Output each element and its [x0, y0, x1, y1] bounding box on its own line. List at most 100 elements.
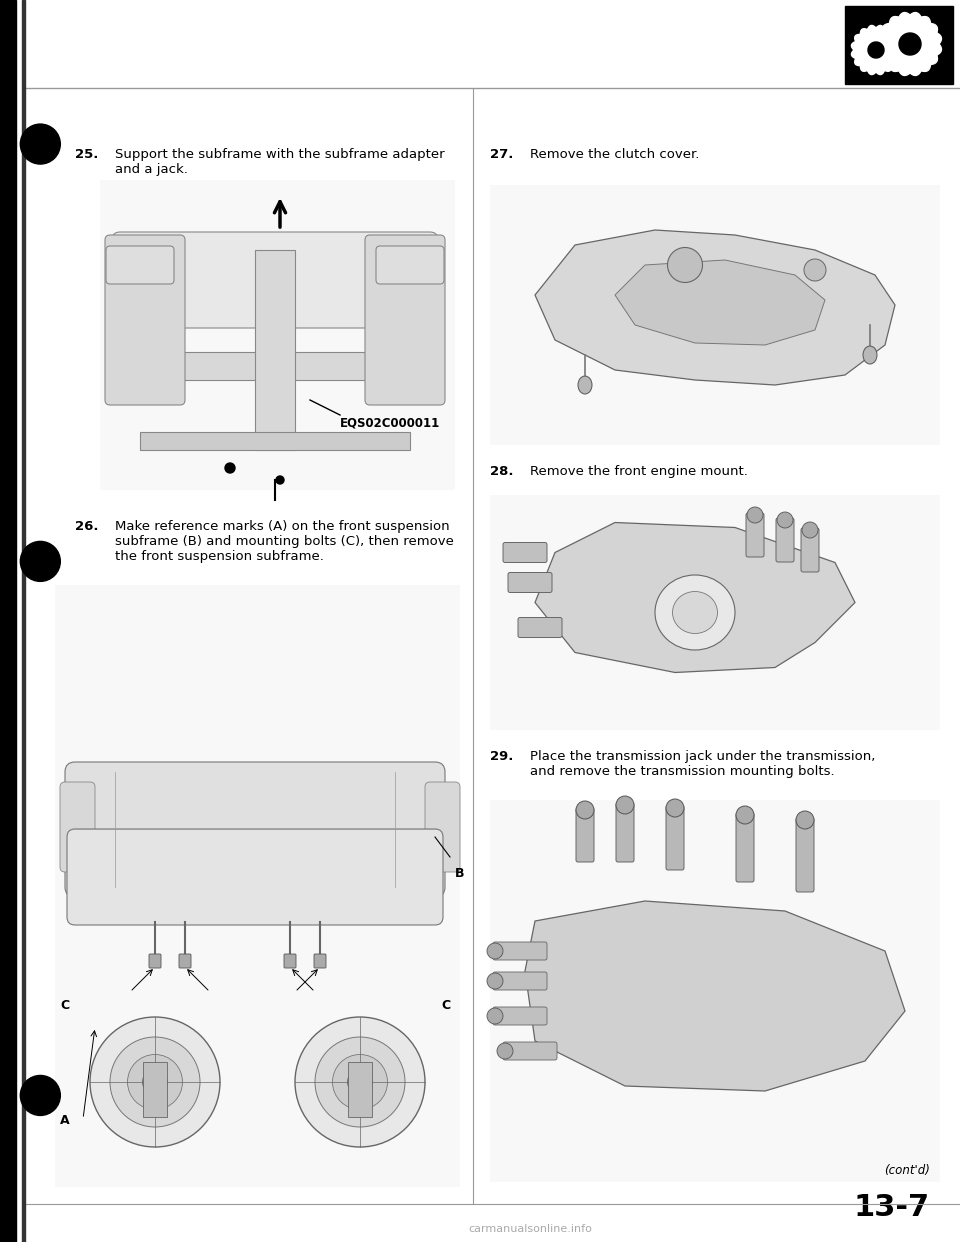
Bar: [255, 250, 295, 450]
Text: 29.: 29.: [490, 750, 514, 763]
Bar: [22, 0, 25, 1242]
Bar: [490, 496, 940, 730]
Ellipse shape: [673, 591, 717, 633]
FancyBboxPatch shape: [105, 235, 185, 405]
FancyBboxPatch shape: [65, 763, 445, 897]
Ellipse shape: [667, 247, 703, 282]
Ellipse shape: [110, 1037, 200, 1126]
Bar: [85, 891, 425, 912]
Ellipse shape: [616, 796, 634, 814]
Polygon shape: [615, 260, 825, 345]
Polygon shape: [858, 32, 894, 68]
Ellipse shape: [863, 347, 877, 364]
Ellipse shape: [487, 1009, 503, 1023]
Text: B: B: [455, 867, 465, 881]
FancyBboxPatch shape: [796, 818, 814, 892]
Ellipse shape: [497, 1043, 513, 1059]
FancyBboxPatch shape: [503, 543, 547, 563]
Ellipse shape: [332, 1054, 388, 1109]
FancyBboxPatch shape: [576, 809, 594, 862]
Ellipse shape: [747, 507, 763, 523]
Text: C: C: [60, 999, 69, 1012]
Ellipse shape: [142, 1069, 167, 1094]
Circle shape: [276, 476, 284, 484]
FancyBboxPatch shape: [284, 954, 296, 968]
FancyBboxPatch shape: [314, 954, 326, 968]
FancyBboxPatch shape: [60, 782, 95, 872]
Ellipse shape: [487, 943, 503, 959]
FancyBboxPatch shape: [736, 814, 754, 882]
Ellipse shape: [295, 1017, 425, 1148]
Text: 27.: 27.: [490, 148, 514, 161]
FancyBboxPatch shape: [149, 954, 161, 968]
FancyBboxPatch shape: [776, 518, 794, 561]
Bar: [140, 432, 410, 450]
Text: 13-7: 13-7: [853, 1194, 930, 1222]
Polygon shape: [878, 12, 942, 76]
Ellipse shape: [348, 1069, 372, 1094]
Ellipse shape: [666, 799, 684, 817]
Text: 26.: 26.: [75, 520, 99, 533]
Bar: [110, 351, 440, 380]
Ellipse shape: [315, 1037, 405, 1126]
Text: Remove the clutch cover.: Remove the clutch cover.: [530, 148, 700, 161]
FancyBboxPatch shape: [616, 804, 634, 862]
Circle shape: [20, 1076, 60, 1115]
Polygon shape: [852, 25, 900, 75]
Polygon shape: [885, 19, 935, 70]
FancyBboxPatch shape: [518, 617, 562, 637]
Ellipse shape: [736, 806, 754, 823]
Polygon shape: [899, 34, 921, 55]
Ellipse shape: [777, 512, 793, 528]
FancyBboxPatch shape: [666, 806, 684, 869]
Bar: [0, 0, 16, 1242]
Bar: [100, 180, 455, 491]
Text: 28.: 28.: [490, 465, 514, 478]
FancyBboxPatch shape: [365, 235, 445, 405]
FancyBboxPatch shape: [179, 954, 191, 968]
Ellipse shape: [487, 972, 503, 989]
Polygon shape: [525, 900, 905, 1090]
Text: C: C: [441, 999, 450, 1012]
Bar: [143, 1062, 167, 1117]
Text: 25.: 25.: [75, 148, 98, 161]
Ellipse shape: [804, 260, 826, 281]
Text: EQS02C000011: EQS02C000011: [340, 417, 441, 430]
Circle shape: [225, 463, 235, 473]
Bar: [490, 800, 940, 1182]
FancyBboxPatch shape: [508, 573, 552, 592]
Bar: [490, 185, 940, 445]
Ellipse shape: [796, 811, 814, 828]
FancyBboxPatch shape: [493, 1007, 547, 1025]
Bar: [55, 585, 460, 1187]
Polygon shape: [868, 42, 884, 58]
FancyBboxPatch shape: [746, 513, 764, 556]
Circle shape: [20, 124, 60, 164]
FancyBboxPatch shape: [376, 246, 444, 284]
Ellipse shape: [128, 1054, 182, 1109]
FancyBboxPatch shape: [112, 232, 438, 328]
Ellipse shape: [655, 575, 735, 650]
Ellipse shape: [802, 522, 818, 538]
Text: (cont'd): (cont'd): [884, 1164, 930, 1177]
FancyBboxPatch shape: [106, 246, 174, 284]
FancyBboxPatch shape: [493, 972, 547, 990]
Polygon shape: [535, 523, 855, 672]
FancyBboxPatch shape: [801, 528, 819, 573]
Ellipse shape: [576, 801, 594, 818]
Text: Remove the front engine mount.: Remove the front engine mount.: [530, 465, 748, 478]
FancyBboxPatch shape: [493, 941, 547, 960]
Text: carmanualsonline.info: carmanualsonline.info: [468, 1225, 592, 1235]
FancyBboxPatch shape: [503, 1042, 557, 1059]
Text: Support the subframe with the subframe adapter
and a jack.: Support the subframe with the subframe a…: [115, 148, 444, 176]
Ellipse shape: [578, 376, 592, 394]
FancyBboxPatch shape: [67, 828, 443, 925]
Bar: [845, 6, 953, 84]
FancyBboxPatch shape: [425, 782, 460, 872]
Text: Make reference marks (A) on the front suspension
subframe (B) and mounting bolts: Make reference marks (A) on the front su…: [115, 520, 454, 563]
Ellipse shape: [90, 1017, 220, 1148]
Text: Place the transmission jack under the transmission,
and remove the transmission : Place the transmission jack under the tr…: [530, 750, 876, 777]
Text: A: A: [60, 1114, 70, 1126]
Bar: [348, 1062, 372, 1117]
Polygon shape: [535, 230, 895, 385]
